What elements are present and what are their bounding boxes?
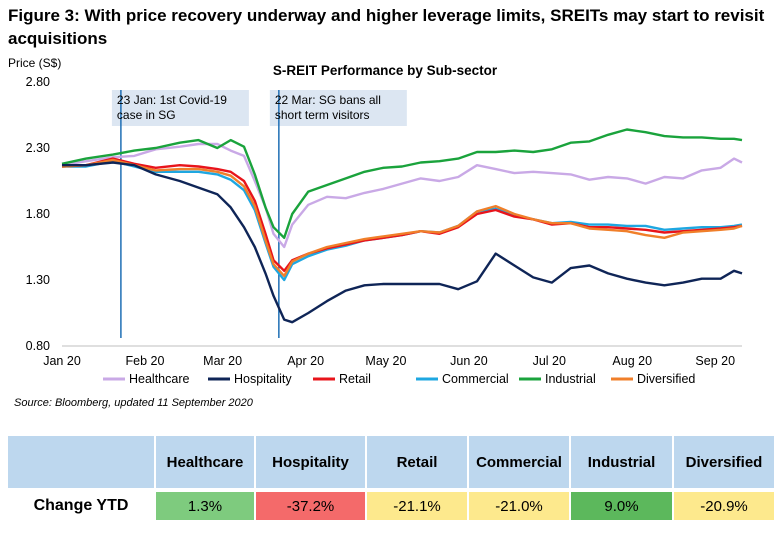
annotation-text: 23 Jan: 1st Covid-19	[117, 93, 227, 107]
table-header-row: Healthcare Hospitality Retail Commercial…	[8, 436, 774, 490]
y-tick-label: 2.30	[26, 141, 50, 155]
x-tick-label: May 20	[365, 354, 406, 368]
table-header-cell: Diversified	[672, 436, 774, 490]
series-line-retail	[61, 157, 743, 272]
y-tick-label: 0.80	[26, 339, 50, 353]
annotation-text: case in SG	[117, 108, 176, 122]
table-header-cell: Retail	[365, 436, 468, 490]
table-value-row: Change YTD 1.3% -37.2% -21.1% -21.0% 9.0…	[8, 488, 774, 520]
x-tick-label: Jun 20	[450, 354, 488, 368]
legend-label: Diversified	[637, 372, 695, 386]
series-line-diversified	[61, 158, 743, 278]
series-line-healthcare	[61, 142, 743, 249]
x-tick-label: Aug 20	[612, 354, 652, 368]
y-tick-label: 1.80	[26, 207, 50, 221]
table-corner-cell	[8, 436, 155, 490]
annotation-box	[111, 90, 249, 126]
table-header-cell: Industrial	[569, 436, 673, 490]
legend-label: Industrial	[545, 372, 596, 386]
y-tick-label: 1.30	[26, 273, 50, 287]
source-note: Source: Bloomberg, updated 11 September …	[14, 397, 253, 409]
figure-title: Figure 3: With price recovery underway a…	[8, 6, 765, 48]
y-axis-label: Price (S$)	[8, 56, 61, 70]
x-tick-label: Apr 20	[287, 354, 324, 368]
series-line-commercial	[62, 159, 743, 282]
x-tick-label: Jan 20	[43, 354, 81, 368]
legend-label: Retail	[339, 372, 371, 386]
chart-title: S-REIT Performance by Sub-sector	[273, 63, 498, 78]
annotation-text: short term visitors	[275, 108, 370, 122]
line-chart: S-REIT Performance by Sub-sector Price (S…	[8, 56, 743, 386]
table-value-cell: -21.0%	[467, 488, 570, 520]
table-header-cell: Commercial	[467, 436, 570, 490]
x-tick-label: Mar 20	[203, 354, 242, 368]
table-row-label: Change YTD	[8, 488, 155, 520]
legend-label: Healthcare	[129, 372, 189, 386]
series-line-hospitality	[62, 161, 743, 324]
legend-label: Commercial	[442, 372, 509, 386]
legend-label: Hospitality	[234, 372, 292, 386]
table-value-cell: 1.3%	[154, 488, 255, 520]
table-value-cell: -21.1%	[365, 488, 468, 520]
annotation-text: 22 Mar: SG bans all	[275, 93, 381, 107]
x-tick-label: Sep 20	[695, 354, 735, 368]
table-value-cell: -37.2%	[254, 488, 366, 520]
table-value-cell: 9.0%	[569, 488, 673, 520]
table-header-cell: Hospitality	[254, 436, 366, 490]
table-header-cell: Healthcare	[154, 436, 255, 490]
series-line-industrial	[61, 128, 743, 240]
x-tick-label: Feb 20	[126, 354, 165, 368]
x-tick-label: Jul 20	[533, 354, 566, 368]
ytd-change-table: Healthcare Hospitality Retail Commercial…	[8, 436, 774, 520]
y-tick-label: 2.80	[26, 75, 50, 89]
annotation-box	[269, 90, 407, 126]
table-value-cell: -20.9%	[672, 488, 774, 520]
